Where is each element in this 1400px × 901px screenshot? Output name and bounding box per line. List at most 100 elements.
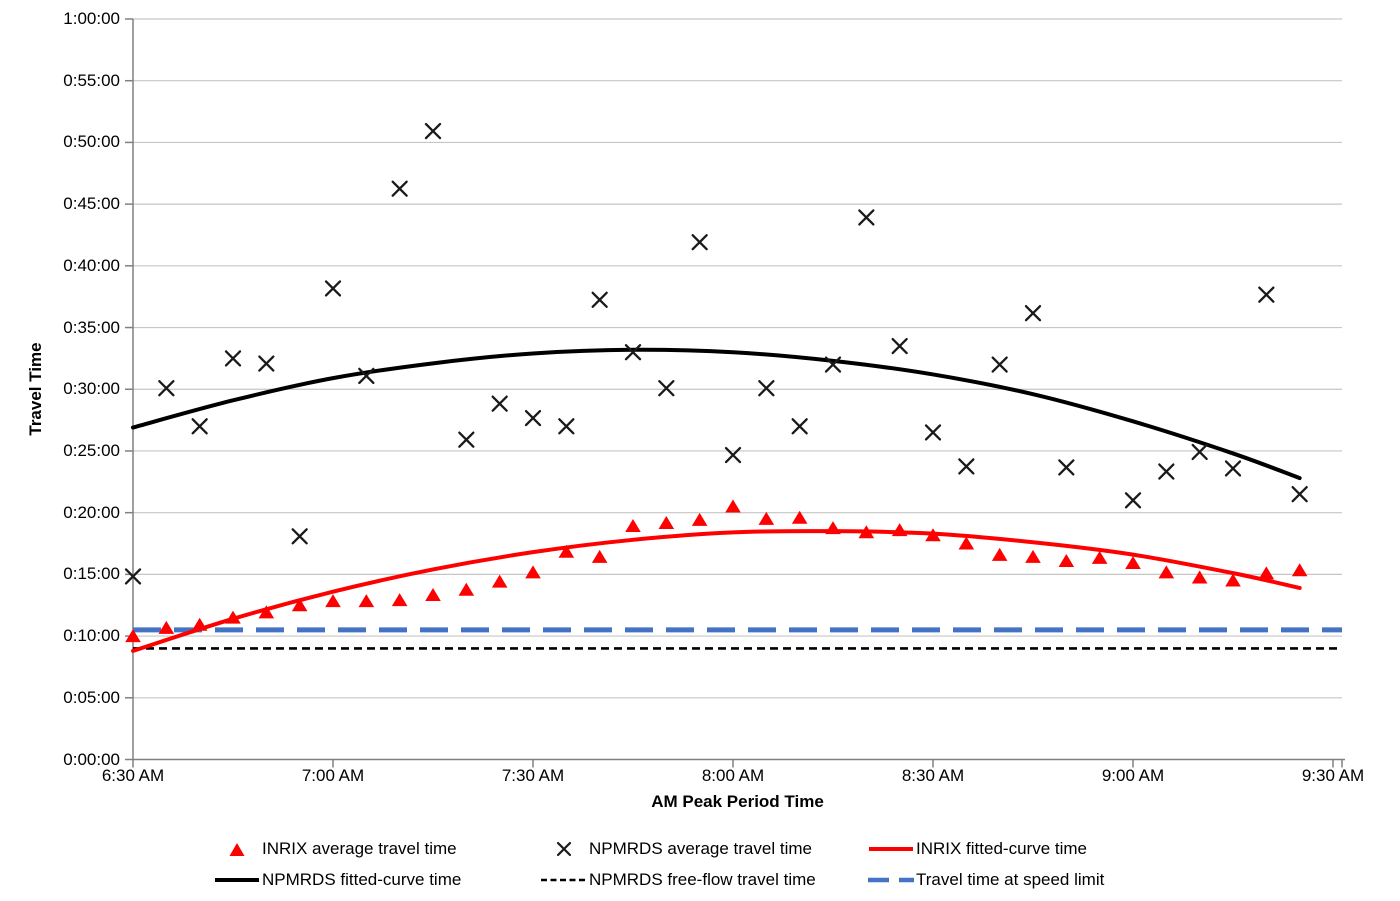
npmrds-point: [1291, 486, 1308, 503]
npmrds-point: [1224, 460, 1242, 477]
inrix-point: [1225, 573, 1241, 587]
legend-label: INRIX average travel time: [262, 838, 457, 858]
npmrds-point: [791, 418, 808, 435]
legend-label: INRIX fitted-curve time: [916, 838, 1087, 858]
legend-item-dash-blue: Travel time at speed limit: [866, 870, 1212, 890]
npmrds-point: [291, 528, 308, 545]
inrix-fitted-curve: [131, 529, 1302, 653]
inrix-point: [225, 610, 241, 624]
npmrds-point: [891, 337, 908, 355]
npmrds-point: [158, 380, 175, 397]
y-tick-label: 0:10:00: [63, 626, 120, 646]
x-tick-label: 7:30 AM: [501, 766, 565, 785]
inrix-point: [925, 528, 941, 542]
npmrds-point: [1124, 492, 1142, 509]
npmrds-point: [358, 367, 375, 385]
npmrds-point: [491, 395, 508, 412]
inrix-point: [158, 620, 175, 634]
inrix-point: [625, 519, 641, 533]
x-tick-label: 7:00 AM: [301, 766, 365, 785]
chart-legend: INRIX average travel time NPMRDS average …: [212, 833, 1212, 895]
legend-label: NPMRDS free-flow travel time: [589, 869, 816, 889]
y-tick-label: 0:30:00: [63, 379, 120, 399]
npmrds-point: [391, 180, 408, 197]
y-tick-label: 0:50:00: [63, 132, 120, 152]
inrix-point: [758, 511, 775, 525]
inrix-point: [1091, 550, 1108, 564]
inrix-point: [691, 512, 708, 526]
inrix-point: [1125, 556, 1141, 570]
legend-item-dash-black: NPMRDS free-flow travel time: [539, 870, 866, 890]
inrix-point: [791, 510, 808, 524]
legend-row: NPMRDS fitted-curve time NPMRDS free-flow…: [212, 864, 1212, 895]
x-tick-label: 9:30 AM: [1301, 766, 1365, 785]
legend-row: INRIX average travel time NPMRDS average …: [212, 833, 1212, 864]
inrix-point: [1058, 554, 1075, 568]
x-axis-title: AM Peak Period Time: [651, 792, 824, 811]
npmrds-point: [324, 280, 342, 297]
line-black-legend-icon: [212, 872, 262, 888]
legend-item-x-black: NPMRDS average travel time: [539, 839, 866, 859]
legend-item-triangle-red: INRIX average travel time: [212, 839, 539, 859]
legend-item-line-red: INRIX fitted-curve time: [866, 839, 1212, 859]
inrix-point: [358, 594, 375, 608]
npmrds-point: [424, 122, 442, 140]
npmrds-point: [258, 355, 275, 372]
inrix-point: [1291, 563, 1308, 577]
dash-black-legend-icon: [539, 872, 589, 888]
y-tick-label: 0:25:00: [63, 440, 120, 460]
inrix-point: [891, 523, 908, 537]
npmrds-point: [758, 380, 775, 397]
line-red-legend-icon: [866, 841, 916, 857]
inrix-point: [825, 521, 841, 535]
inrix-point: [858, 525, 875, 539]
inrix-point: [258, 605, 275, 619]
npmrds-point: [924, 424, 942, 441]
y-tick-label: 0:40:00: [63, 255, 120, 275]
x-tick-label: 6:30 AM: [101, 766, 165, 785]
inrix-point: [425, 587, 441, 601]
legend-label: NPMRDS fitted-curve time: [262, 869, 462, 889]
y-tick-label: 0:35:00: [63, 317, 120, 337]
inrix-point: [491, 574, 508, 588]
npmrds-point: [958, 458, 975, 475]
inrix-point: [325, 594, 341, 608]
inrix-point: [1191, 570, 1208, 584]
npmrds-point: [191, 418, 208, 435]
inrix-point: [958, 536, 975, 550]
npmrds-point: [724, 446, 742, 464]
npmrds-point: [1058, 459, 1075, 476]
inrix-point: [558, 544, 575, 558]
npmrds-point: [624, 344, 642, 361]
npmrds-point: [991, 356, 1008, 373]
legend-label: NPMRDS average travel time: [589, 838, 812, 858]
y-tick-label: 1:00:00: [63, 9, 120, 28]
npmrds-point: [591, 291, 608, 308]
npmrds-point: [858, 209, 875, 226]
inrix-point: [1158, 565, 1175, 579]
dash-blue-legend-icon: [866, 872, 916, 888]
npmrds-point: [124, 568, 142, 585]
npmrds-point: [558, 418, 575, 435]
npmrds-point: [1024, 304, 1042, 322]
triangle-red-legend-icon: [212, 841, 262, 857]
npmrds-point: [691, 234, 708, 251]
inrix-point: [1025, 549, 1041, 563]
npmrds-point: [458, 431, 475, 448]
npmrds-point: [1258, 286, 1275, 303]
npmrds-point: [1191, 443, 1208, 461]
x-tick-label: 9:00 AM: [1101, 766, 1165, 785]
inrix-point: [591, 549, 608, 563]
y-tick-label: 0:45:00: [63, 194, 120, 214]
inrix-point: [991, 547, 1008, 561]
legend-item-line-black: NPMRDS fitted-curve time: [212, 870, 539, 890]
y-tick-label: 0:00:00: [63, 749, 120, 769]
inrix-point: [725, 499, 741, 513]
npmrds-point: [524, 409, 542, 427]
y-tick-label: 0:15:00: [63, 564, 120, 584]
legend-label: Travel time at speed limit: [916, 869, 1105, 889]
inrix-point: [1258, 566, 1275, 580]
npmrds-point: [658, 380, 675, 397]
